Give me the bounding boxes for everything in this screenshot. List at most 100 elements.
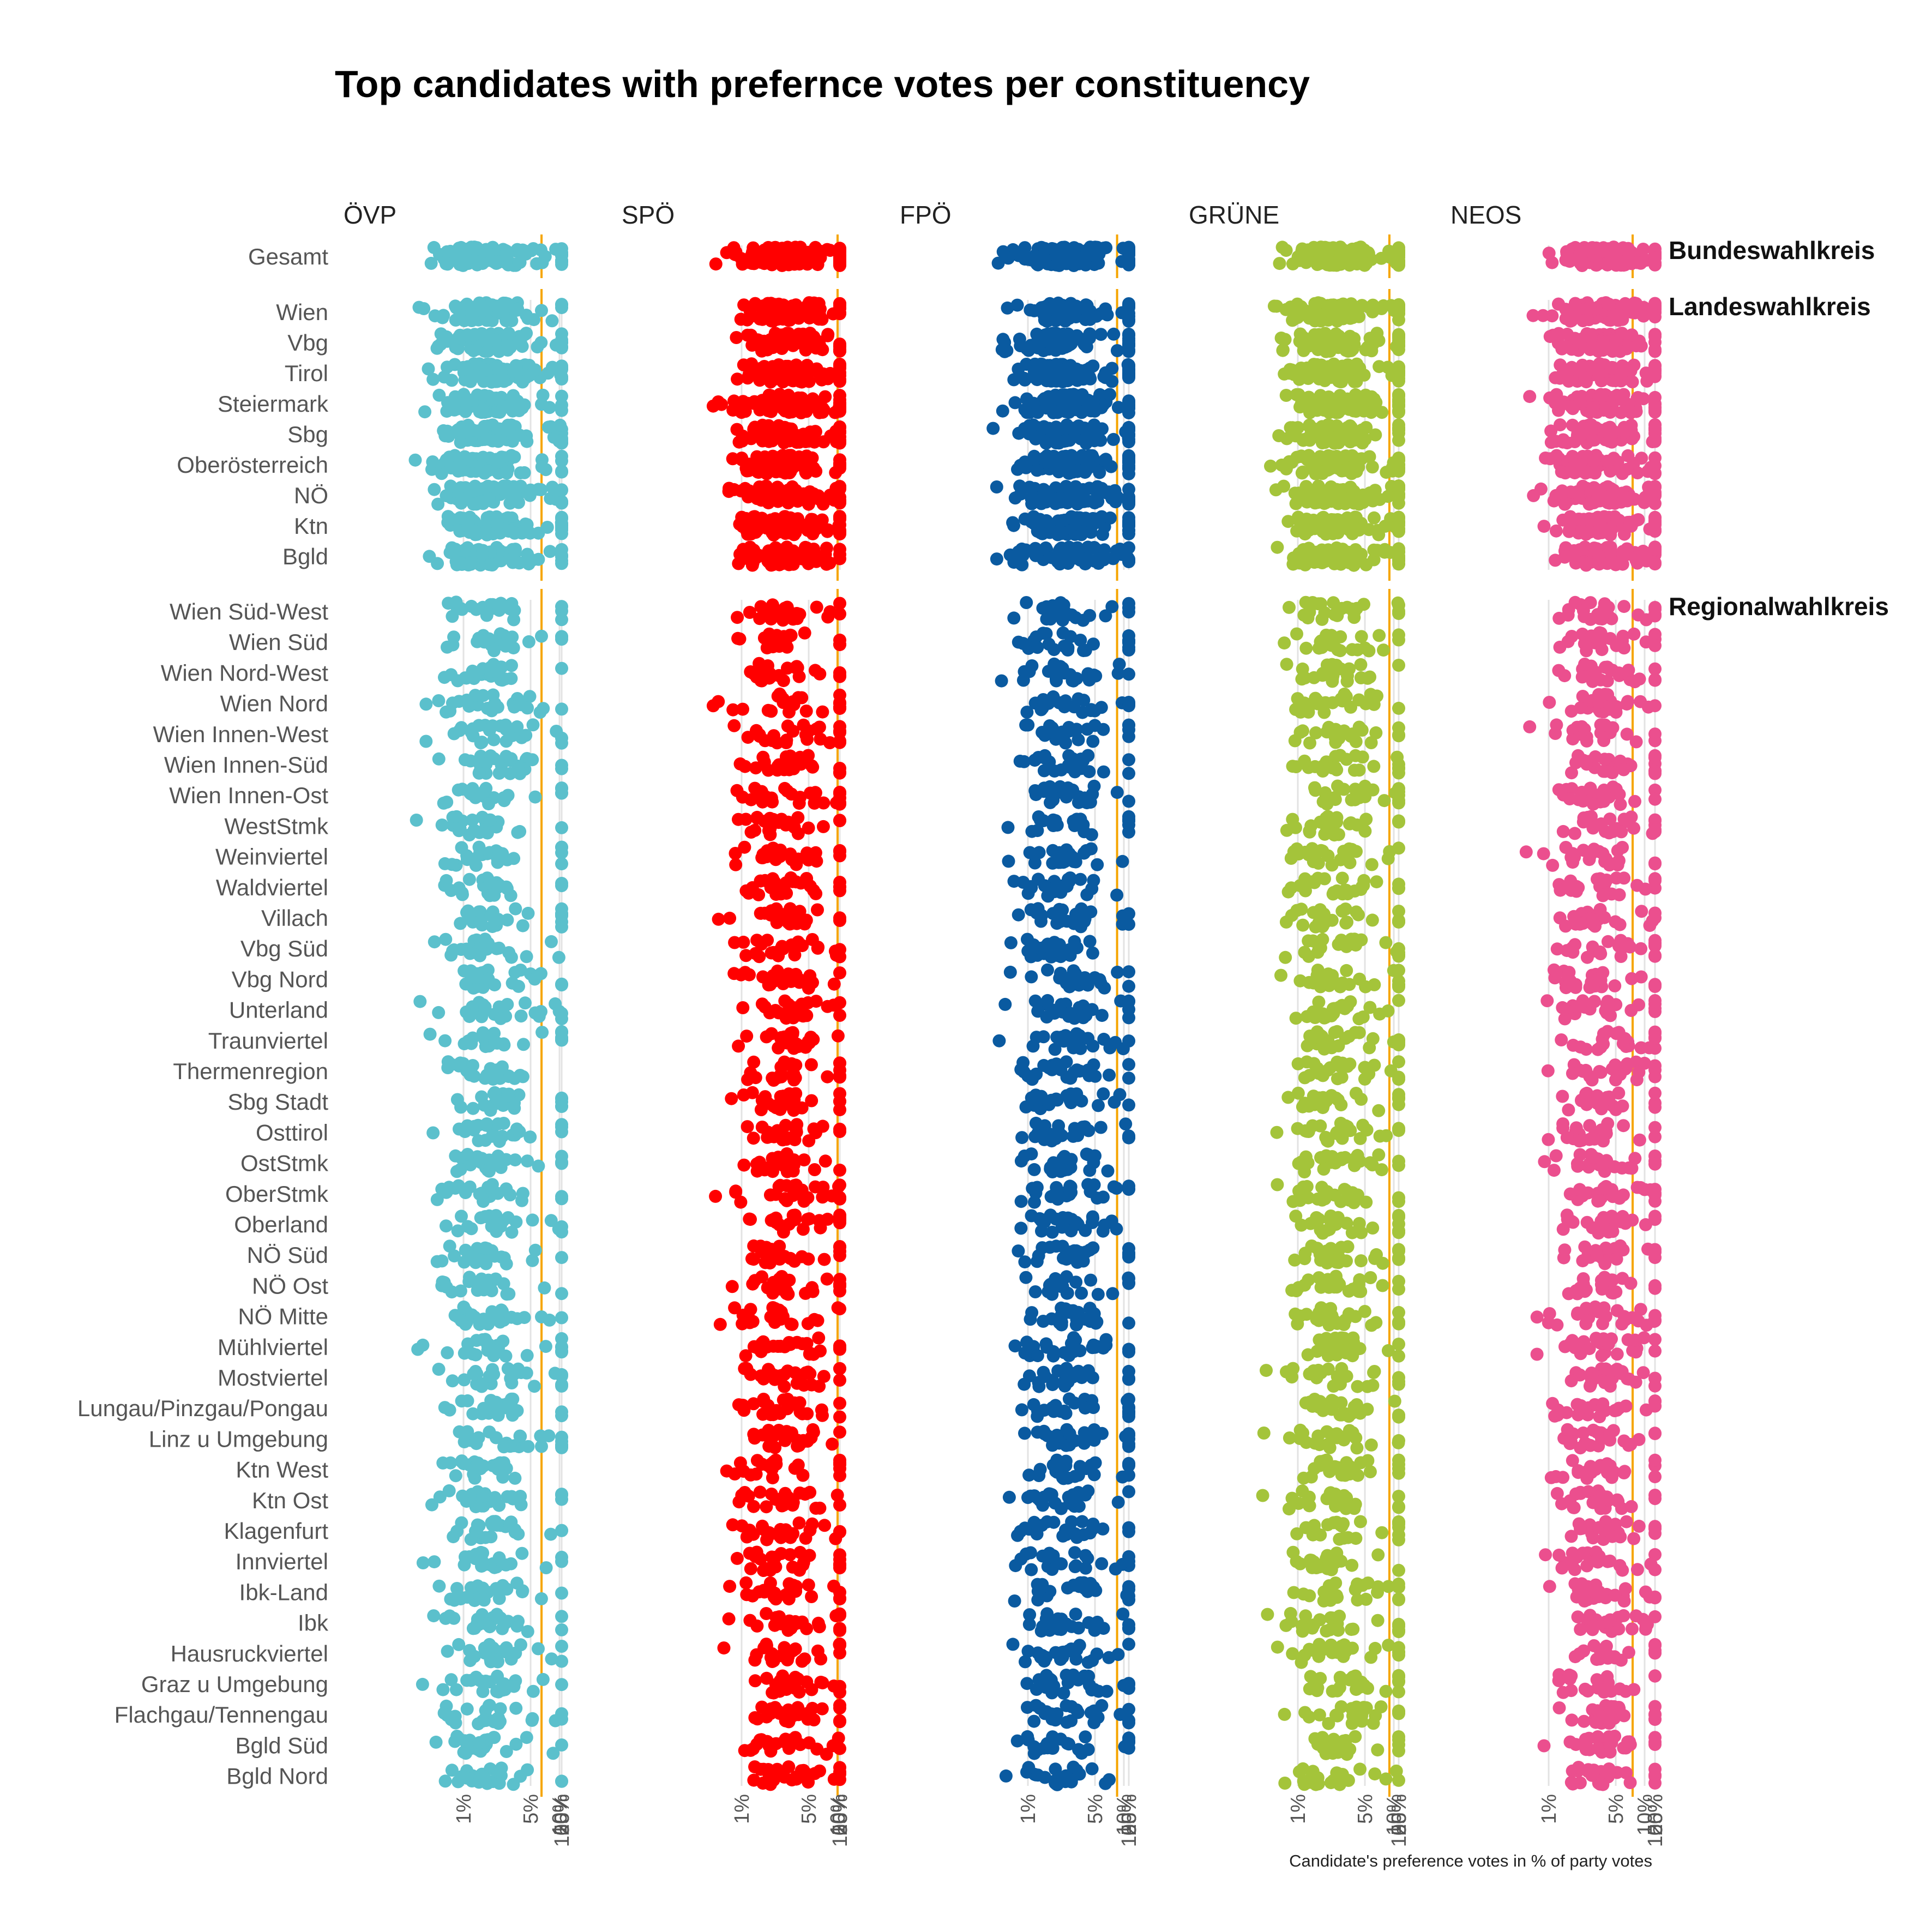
data-point bbox=[799, 343, 812, 357]
data-point bbox=[745, 558, 759, 572]
data-point bbox=[1064, 548, 1078, 562]
data-point bbox=[1066, 674, 1079, 688]
data-point bbox=[747, 461, 760, 475]
data-point bbox=[555, 543, 568, 556]
data-point bbox=[1018, 241, 1032, 255]
data-point bbox=[770, 544, 783, 557]
data-point bbox=[1639, 635, 1653, 649]
data-point bbox=[465, 726, 478, 739]
data-point bbox=[796, 394, 809, 407]
data-point bbox=[777, 637, 790, 651]
data-point bbox=[555, 633, 568, 646]
data-point bbox=[820, 541, 833, 555]
data-point bbox=[1576, 314, 1590, 328]
data-point bbox=[809, 555, 823, 568]
data-point bbox=[1552, 664, 1566, 677]
data-point bbox=[509, 360, 523, 374]
data-point bbox=[1278, 636, 1291, 650]
data-point bbox=[1578, 658, 1591, 671]
data-point bbox=[1030, 430, 1044, 444]
data-point bbox=[1293, 327, 1307, 341]
data-point bbox=[1042, 422, 1056, 435]
data-point bbox=[1587, 454, 1600, 467]
data-point bbox=[455, 603, 469, 616]
data-point bbox=[1052, 405, 1066, 419]
data-point bbox=[1648, 662, 1662, 676]
data-point bbox=[798, 302, 811, 315]
data-point bbox=[487, 333, 501, 347]
data-point bbox=[1122, 245, 1135, 258]
data-point bbox=[762, 419, 775, 432]
data-point bbox=[1648, 543, 1662, 556]
data-point bbox=[1283, 600, 1296, 614]
data-point bbox=[1020, 596, 1033, 609]
data-point bbox=[452, 331, 465, 345]
data-point bbox=[786, 695, 799, 708]
data-point bbox=[1377, 643, 1390, 657]
data-point bbox=[771, 689, 785, 703]
data-point bbox=[1122, 635, 1135, 649]
data-point bbox=[811, 308, 825, 322]
data-point bbox=[761, 297, 775, 310]
data-point bbox=[833, 607, 846, 621]
data-point bbox=[1039, 456, 1053, 470]
data-point bbox=[775, 342, 789, 355]
data-point bbox=[751, 334, 765, 347]
data-point bbox=[1027, 304, 1041, 317]
data-point bbox=[833, 670, 846, 683]
data-point bbox=[432, 694, 446, 707]
data-point bbox=[768, 254, 782, 268]
data-point bbox=[1061, 641, 1075, 654]
data-point bbox=[505, 659, 518, 672]
data-point bbox=[431, 557, 444, 570]
data-point bbox=[1359, 697, 1373, 711]
data-point bbox=[1603, 432, 1617, 446]
data-point bbox=[475, 736, 489, 749]
data-point bbox=[468, 689, 482, 702]
data-point bbox=[1648, 251, 1662, 265]
data-point bbox=[543, 545, 557, 558]
data-point bbox=[475, 406, 489, 419]
data-point bbox=[1304, 428, 1318, 441]
data-point bbox=[555, 600, 568, 613]
data-point bbox=[555, 454, 568, 468]
data-point bbox=[739, 511, 753, 525]
data-point bbox=[793, 607, 806, 621]
data-point bbox=[1341, 345, 1355, 358]
data-point bbox=[1059, 696, 1073, 710]
data-point bbox=[1594, 341, 1608, 354]
data-point bbox=[437, 370, 451, 384]
data-point bbox=[1330, 419, 1344, 432]
data-point bbox=[741, 313, 754, 327]
data-point bbox=[1392, 306, 1405, 320]
data-point bbox=[833, 459, 846, 473]
data-point bbox=[1600, 258, 1614, 272]
data-point bbox=[485, 558, 499, 571]
data-point bbox=[1046, 599, 1060, 612]
data-point bbox=[1060, 422, 1073, 435]
data-point bbox=[1052, 249, 1066, 262]
data-point bbox=[487, 658, 501, 671]
data-point bbox=[1648, 609, 1662, 623]
data-point bbox=[1122, 718, 1135, 732]
data-point bbox=[453, 724, 466, 737]
data-point bbox=[767, 242, 780, 256]
data-point bbox=[1616, 424, 1629, 437]
data-point bbox=[1094, 328, 1108, 341]
data-point bbox=[731, 611, 744, 624]
data-point bbox=[1314, 635, 1327, 648]
data-point bbox=[1030, 257, 1044, 271]
data-point bbox=[736, 403, 749, 416]
data-point bbox=[1586, 434, 1599, 447]
data-point bbox=[1280, 658, 1293, 671]
data-point bbox=[444, 461, 458, 475]
data-point bbox=[1392, 424, 1405, 437]
data-point bbox=[833, 244, 846, 258]
data-point bbox=[1355, 630, 1368, 643]
data-point bbox=[1086, 518, 1099, 532]
data-point bbox=[1549, 524, 1563, 538]
data-point bbox=[440, 705, 453, 719]
data-point bbox=[1593, 690, 1607, 703]
data-point bbox=[490, 299, 503, 313]
